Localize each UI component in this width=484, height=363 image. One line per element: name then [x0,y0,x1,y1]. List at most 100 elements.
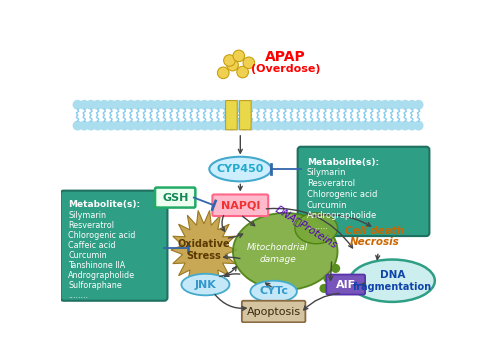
Circle shape [127,101,136,109]
Circle shape [260,101,269,109]
Circle shape [348,101,356,109]
Text: Tanshinone IIA: Tanshinone IIA [68,261,125,270]
Circle shape [200,101,209,109]
Circle shape [267,101,276,109]
Circle shape [341,101,349,109]
FancyBboxPatch shape [60,191,167,301]
Circle shape [174,101,182,109]
Ellipse shape [233,213,337,290]
Circle shape [414,101,423,109]
Text: Chlorogenic acid: Chlorogenic acid [68,231,136,240]
Circle shape [153,101,162,109]
Circle shape [247,121,256,130]
Text: APAP: APAP [265,50,305,64]
Circle shape [394,101,403,109]
Circle shape [187,101,196,109]
Circle shape [153,121,162,130]
Ellipse shape [182,274,229,295]
Circle shape [207,121,215,130]
Text: Necrosis: Necrosis [349,237,399,247]
Text: Resveratrol: Resveratrol [307,179,355,188]
Circle shape [233,50,244,62]
Circle shape [147,101,155,109]
Circle shape [314,101,322,109]
Circle shape [140,101,149,109]
Circle shape [167,101,175,109]
Polygon shape [171,211,237,289]
Circle shape [274,101,282,109]
Circle shape [120,101,129,109]
Circle shape [321,101,329,109]
Text: Silymarin: Silymarin [307,168,347,177]
Text: DNA、Proteins: DNA、Proteins [274,204,340,250]
FancyBboxPatch shape [240,101,251,130]
Circle shape [408,121,416,130]
Circle shape [394,121,403,130]
Circle shape [294,101,302,109]
Circle shape [194,121,202,130]
Text: GSH: GSH [162,192,188,203]
Text: CYP450: CYP450 [217,164,264,174]
Text: Resveratrol: Resveratrol [68,221,114,230]
Circle shape [327,101,336,109]
Circle shape [243,57,255,69]
Circle shape [354,101,363,109]
Text: Metabolite(s):: Metabolite(s): [307,158,379,167]
Circle shape [134,101,142,109]
Text: Cell death: Cell death [345,227,404,236]
Text: Andrographolide: Andrographolide [68,271,136,280]
Circle shape [367,101,376,109]
Circle shape [180,121,189,130]
Circle shape [140,121,149,130]
Text: Caffeic acid: Caffeic acid [68,241,116,250]
Circle shape [134,121,142,130]
Circle shape [194,101,202,109]
Circle shape [354,121,363,130]
Circle shape [100,101,108,109]
Text: Oxidative: Oxidative [178,239,230,249]
Circle shape [401,101,409,109]
Circle shape [80,101,89,109]
Circle shape [401,121,409,130]
Circle shape [207,101,215,109]
Circle shape [217,67,229,79]
Circle shape [374,101,383,109]
FancyBboxPatch shape [155,188,196,208]
Circle shape [106,121,115,130]
Circle shape [227,59,238,71]
Circle shape [348,121,356,130]
Text: Silymarin: Silymarin [68,211,106,220]
Circle shape [120,121,129,130]
Circle shape [200,121,209,130]
Circle shape [301,101,309,109]
Circle shape [160,121,169,130]
Circle shape [294,121,302,130]
Circle shape [73,121,82,130]
Circle shape [187,121,196,130]
Circle shape [320,285,328,292]
Ellipse shape [250,281,297,302]
Circle shape [167,121,175,130]
Circle shape [287,121,296,130]
Circle shape [327,121,336,130]
Circle shape [388,101,396,109]
Circle shape [334,101,343,109]
Circle shape [361,101,369,109]
Circle shape [87,101,95,109]
Ellipse shape [349,260,435,302]
Text: CYTc: CYTc [259,286,288,297]
Circle shape [87,121,95,130]
FancyBboxPatch shape [298,147,429,236]
Circle shape [147,121,155,130]
Circle shape [174,121,182,130]
Circle shape [260,121,269,130]
Text: Mitochondrial: Mitochondrial [247,243,308,252]
Circle shape [274,121,282,130]
Circle shape [220,101,229,109]
Circle shape [241,121,249,130]
Circle shape [381,101,390,109]
Circle shape [254,101,262,109]
Circle shape [113,121,122,130]
Text: Sulforaphane: Sulforaphane [68,281,122,290]
FancyBboxPatch shape [212,195,268,216]
